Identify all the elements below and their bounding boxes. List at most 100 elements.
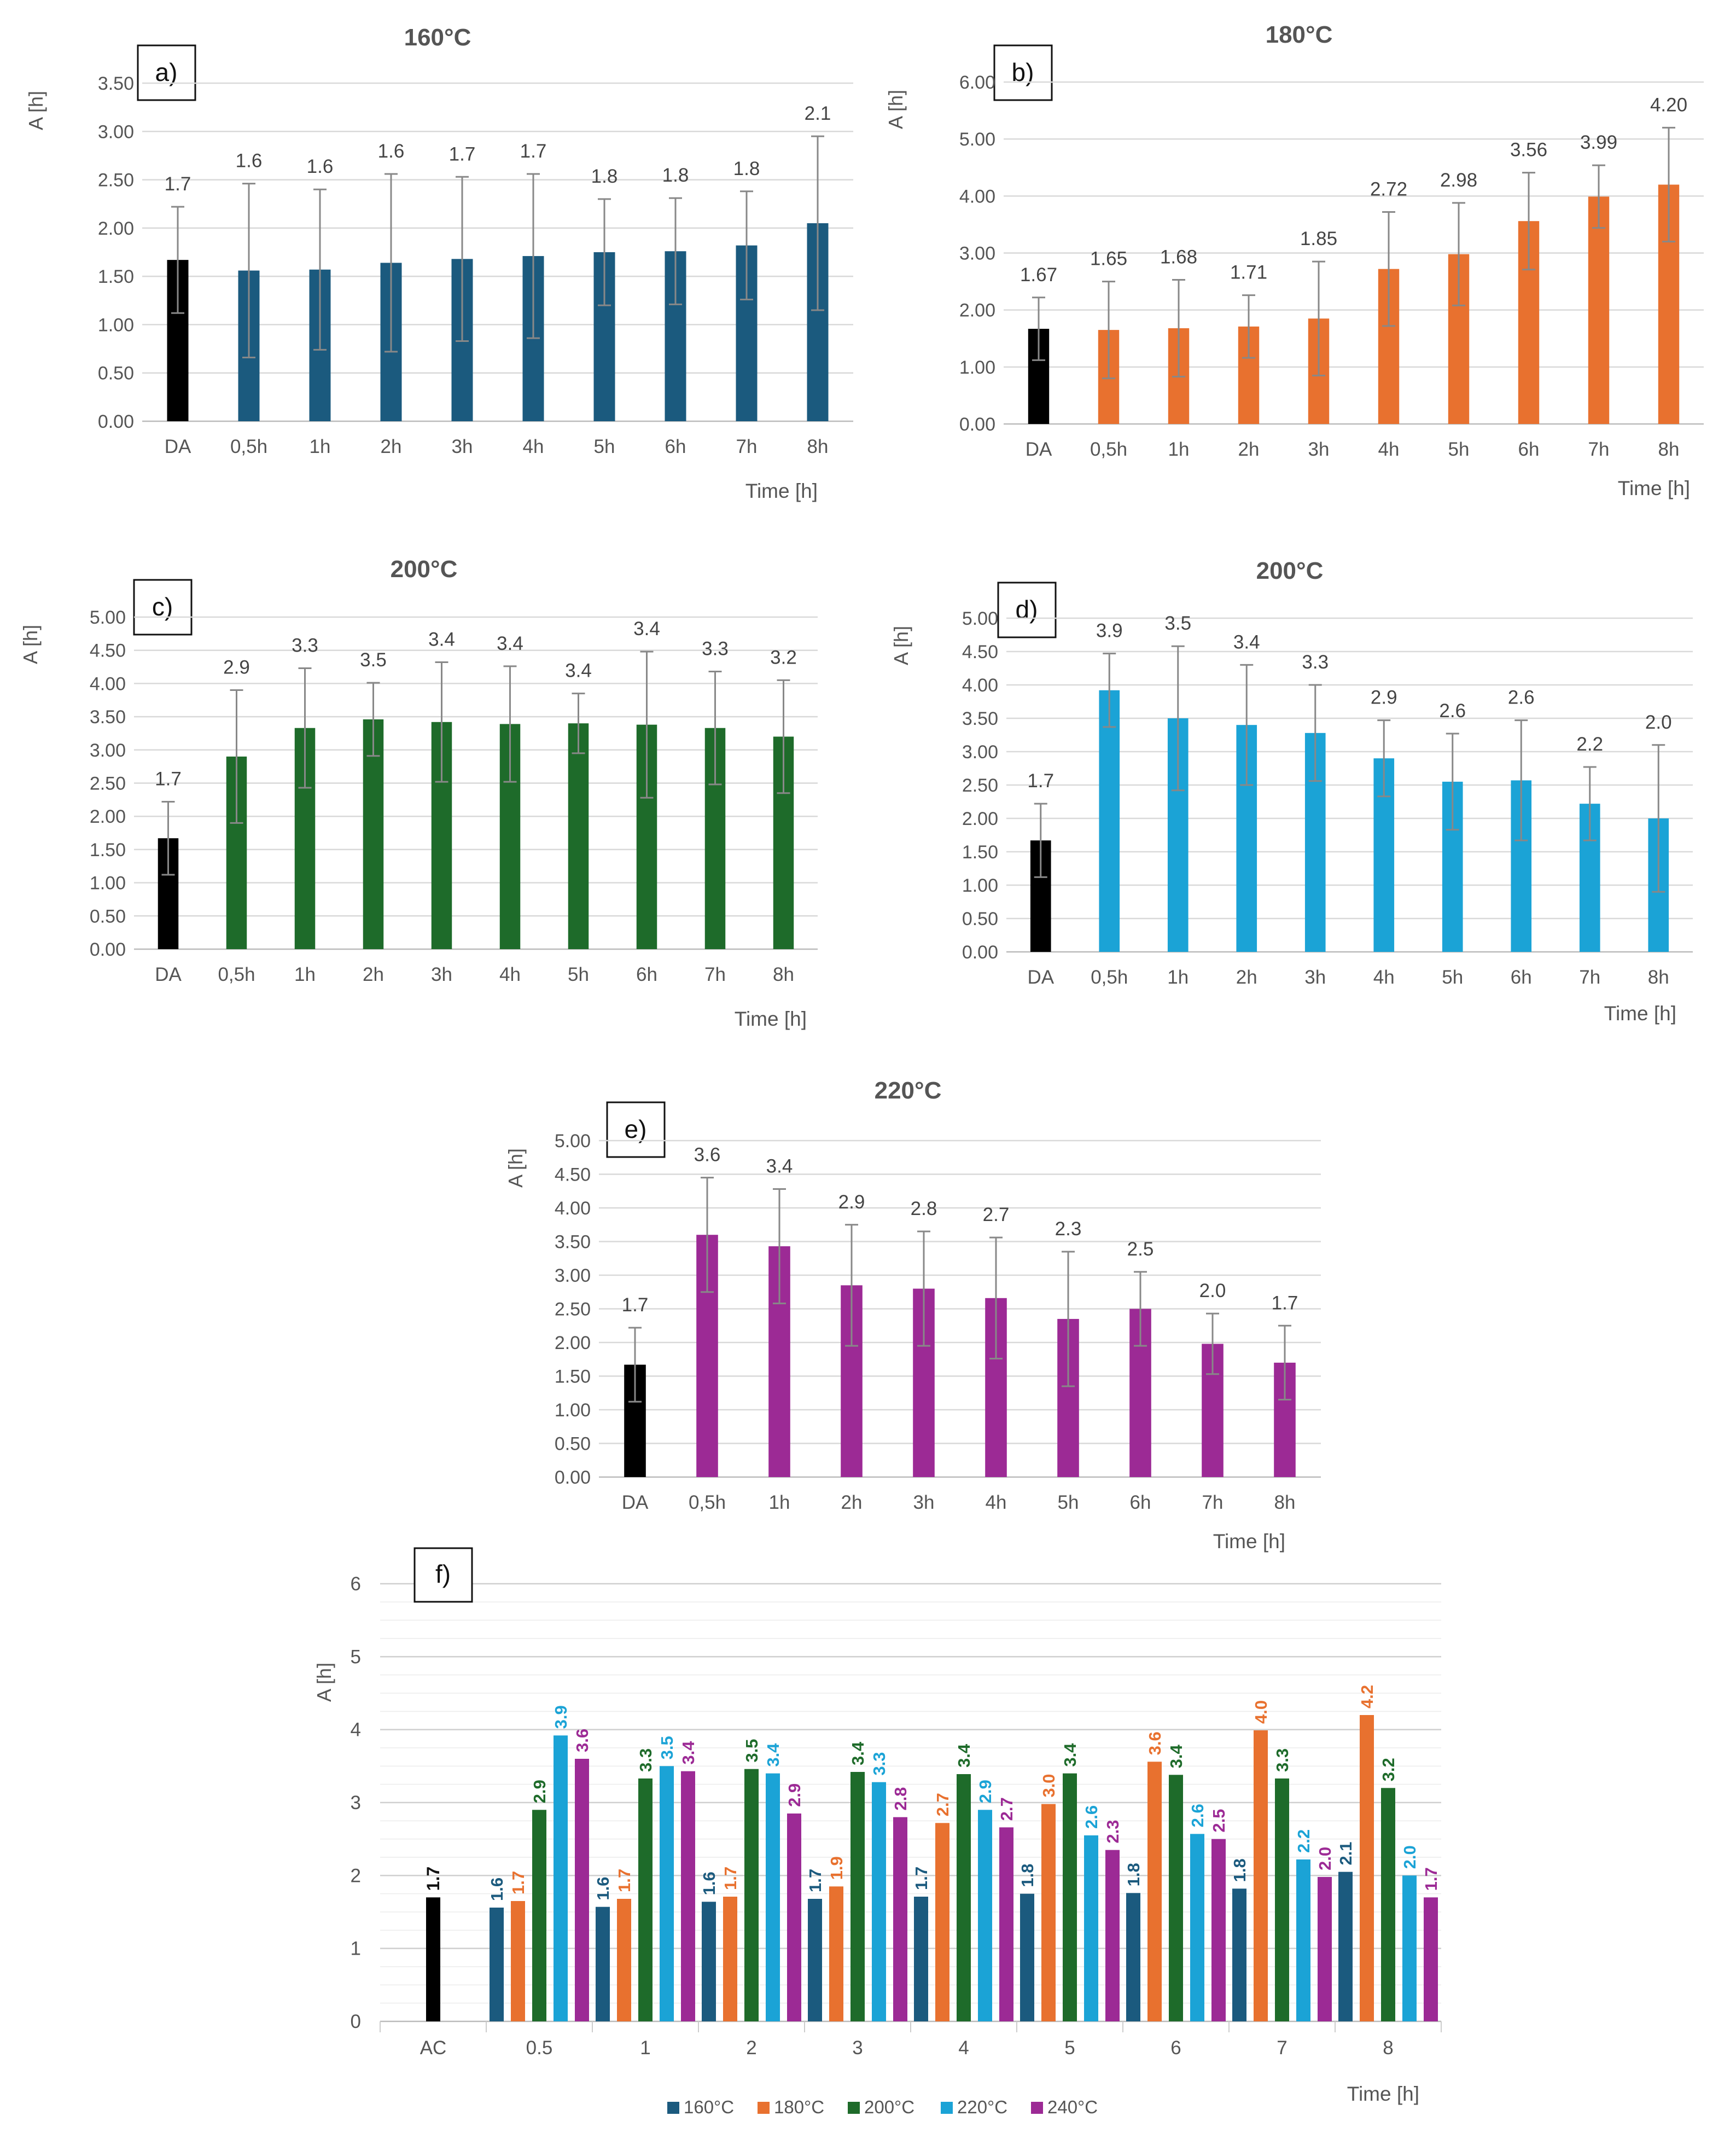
x-tick-label: 5h <box>1058 1492 1079 1513</box>
chart-title: 200°C <box>1256 557 1324 584</box>
y-tick-label: 1.00 <box>98 315 134 335</box>
legend-swatch <box>758 2102 770 2114</box>
panel-label-box <box>133 579 193 636</box>
legend-label: 160°C <box>684 2097 734 2117</box>
bar <box>1147 1762 1162 2021</box>
x-tick-label: DA <box>155 964 182 985</box>
x-tick-label: 4 <box>958 2037 969 2059</box>
x-tick-label: 3 <box>852 2037 863 2059</box>
data-label: 1.68 <box>1160 246 1197 268</box>
data-label: 2.8 <box>911 1198 937 1219</box>
y-tick-label: 3 <box>351 1792 361 1814</box>
y-axis-label: A [h] <box>884 90 907 129</box>
data-label: 3.5 <box>742 1739 761 1763</box>
x-tick-label: 7 <box>1277 2037 1287 2059</box>
bar <box>850 1772 865 2021</box>
panel-label: e) <box>625 1115 647 1143</box>
data-label: 1.6 <box>236 150 263 172</box>
data-label: 3.4 <box>633 618 660 640</box>
data-label: 1.65 <box>1090 248 1127 270</box>
x-tick-label: 3h <box>913 1492 935 1513</box>
data-label: 2.0 <box>1400 1845 1419 1869</box>
y-tick-label: 4.00 <box>555 1198 591 1219</box>
y-tick-label: 3.00 <box>555 1265 591 1286</box>
legend-label: 200°C <box>864 2097 914 2117</box>
y-tick-label: 0.00 <box>98 411 134 432</box>
panel-label-box <box>137 44 196 101</box>
data-label: 1.7 <box>165 173 191 195</box>
x-tick-label: 5h <box>1448 439 1470 460</box>
y-tick-label: 3.00 <box>959 243 995 264</box>
y-tick-label: 4.00 <box>90 673 126 694</box>
panel-label-box <box>997 582 1057 638</box>
y-tick-label: 6 <box>351 1573 361 1595</box>
x-tick-label: DA <box>165 436 191 457</box>
data-label: 2.98 <box>1440 170 1477 191</box>
data-label: 1.8 <box>591 166 618 187</box>
legend-label: 220°C <box>957 2097 1007 2117</box>
x-tick-label: 4h <box>499 964 521 985</box>
x-tick-label: 0,5h <box>218 964 255 985</box>
x-tick-label: 7h <box>1588 439 1610 460</box>
bar <box>1084 1835 1098 2021</box>
data-label: 3.3 <box>1302 652 1329 673</box>
x-tick-label: 5h <box>594 436 615 457</box>
data-label: 1.8 <box>1018 1864 1037 1887</box>
data-label: 4.20 <box>1650 94 1687 115</box>
panel-label-box <box>606 1101 666 1158</box>
x-tick-label: 8h <box>807 436 829 457</box>
y-tick-label: 5.00 <box>90 607 126 628</box>
x-tick-label: 0,5h <box>1091 967 1128 988</box>
x-tick-label: 3h <box>1304 967 1326 988</box>
data-label: 2.7 <box>997 1797 1016 1821</box>
x-tick-label: 2h <box>1236 967 1257 988</box>
data-label: 4.2 <box>1358 1685 1377 1708</box>
legend-swatch <box>667 2102 679 2114</box>
data-label: 3.56 <box>1510 140 1547 161</box>
x-tick-label: 5 <box>1064 2037 1075 2059</box>
data-label: 3.4 <box>954 1743 974 1768</box>
data-label: 1.9 <box>827 1856 846 1880</box>
x-tick-label: 2h <box>841 1492 863 1513</box>
y-tick-label: 2.00 <box>90 806 126 827</box>
x-tick-label: 7h <box>1202 1492 1224 1513</box>
data-label: 2.1 <box>805 103 831 124</box>
x-tick-label: AC <box>420 2037 447 2059</box>
y-axis-label: A [h] <box>19 625 42 664</box>
data-label: 2.5 <box>1209 1809 1228 1833</box>
y-tick-label: 0.00 <box>959 414 995 435</box>
data-label: 1.7 <box>1422 1867 1441 1891</box>
x-axis-label: Time [h] <box>745 480 818 502</box>
y-tick-label: 3.50 <box>555 1232 591 1253</box>
y-tick-label: 1.00 <box>90 873 126 894</box>
data-label: 1.7 <box>622 1294 649 1316</box>
y-tick-label: 5.00 <box>962 608 998 629</box>
bar <box>978 1810 992 2021</box>
bar <box>660 1766 674 2021</box>
y-tick-label: 4.50 <box>962 642 998 662</box>
x-tick-label: 8h <box>1274 1492 1296 1513</box>
y-tick-label: 0.50 <box>962 909 998 929</box>
bar <box>766 1773 780 2021</box>
y-axis-label: A [h] <box>313 1663 335 1702</box>
bar <box>681 1771 695 2021</box>
bar <box>1126 1893 1140 2021</box>
x-axis-label: Time [h] <box>735 1008 807 1030</box>
data-label: 3.3 <box>870 1752 889 1776</box>
bar <box>617 1899 631 2021</box>
x-tick-label: 6 <box>1170 2037 1181 2059</box>
bar-ac <box>426 1897 440 2021</box>
data-label: 3.6 <box>694 1144 721 1166</box>
x-tick-label: 8h <box>773 964 794 985</box>
bar <box>1402 1875 1417 2021</box>
data-label: 1.7 <box>155 768 182 789</box>
bar <box>1338 1871 1353 2021</box>
data-label: 3.5 <box>360 649 387 671</box>
y-tick-label: 6.00 <box>959 72 995 93</box>
bar <box>1063 1773 1077 2021</box>
data-label: 2.2 <box>1294 1829 1313 1853</box>
panel-label: f) <box>435 1560 451 1588</box>
y-tick-label: 4 <box>351 1719 361 1741</box>
data-label: 4.0 <box>1251 1700 1271 1724</box>
